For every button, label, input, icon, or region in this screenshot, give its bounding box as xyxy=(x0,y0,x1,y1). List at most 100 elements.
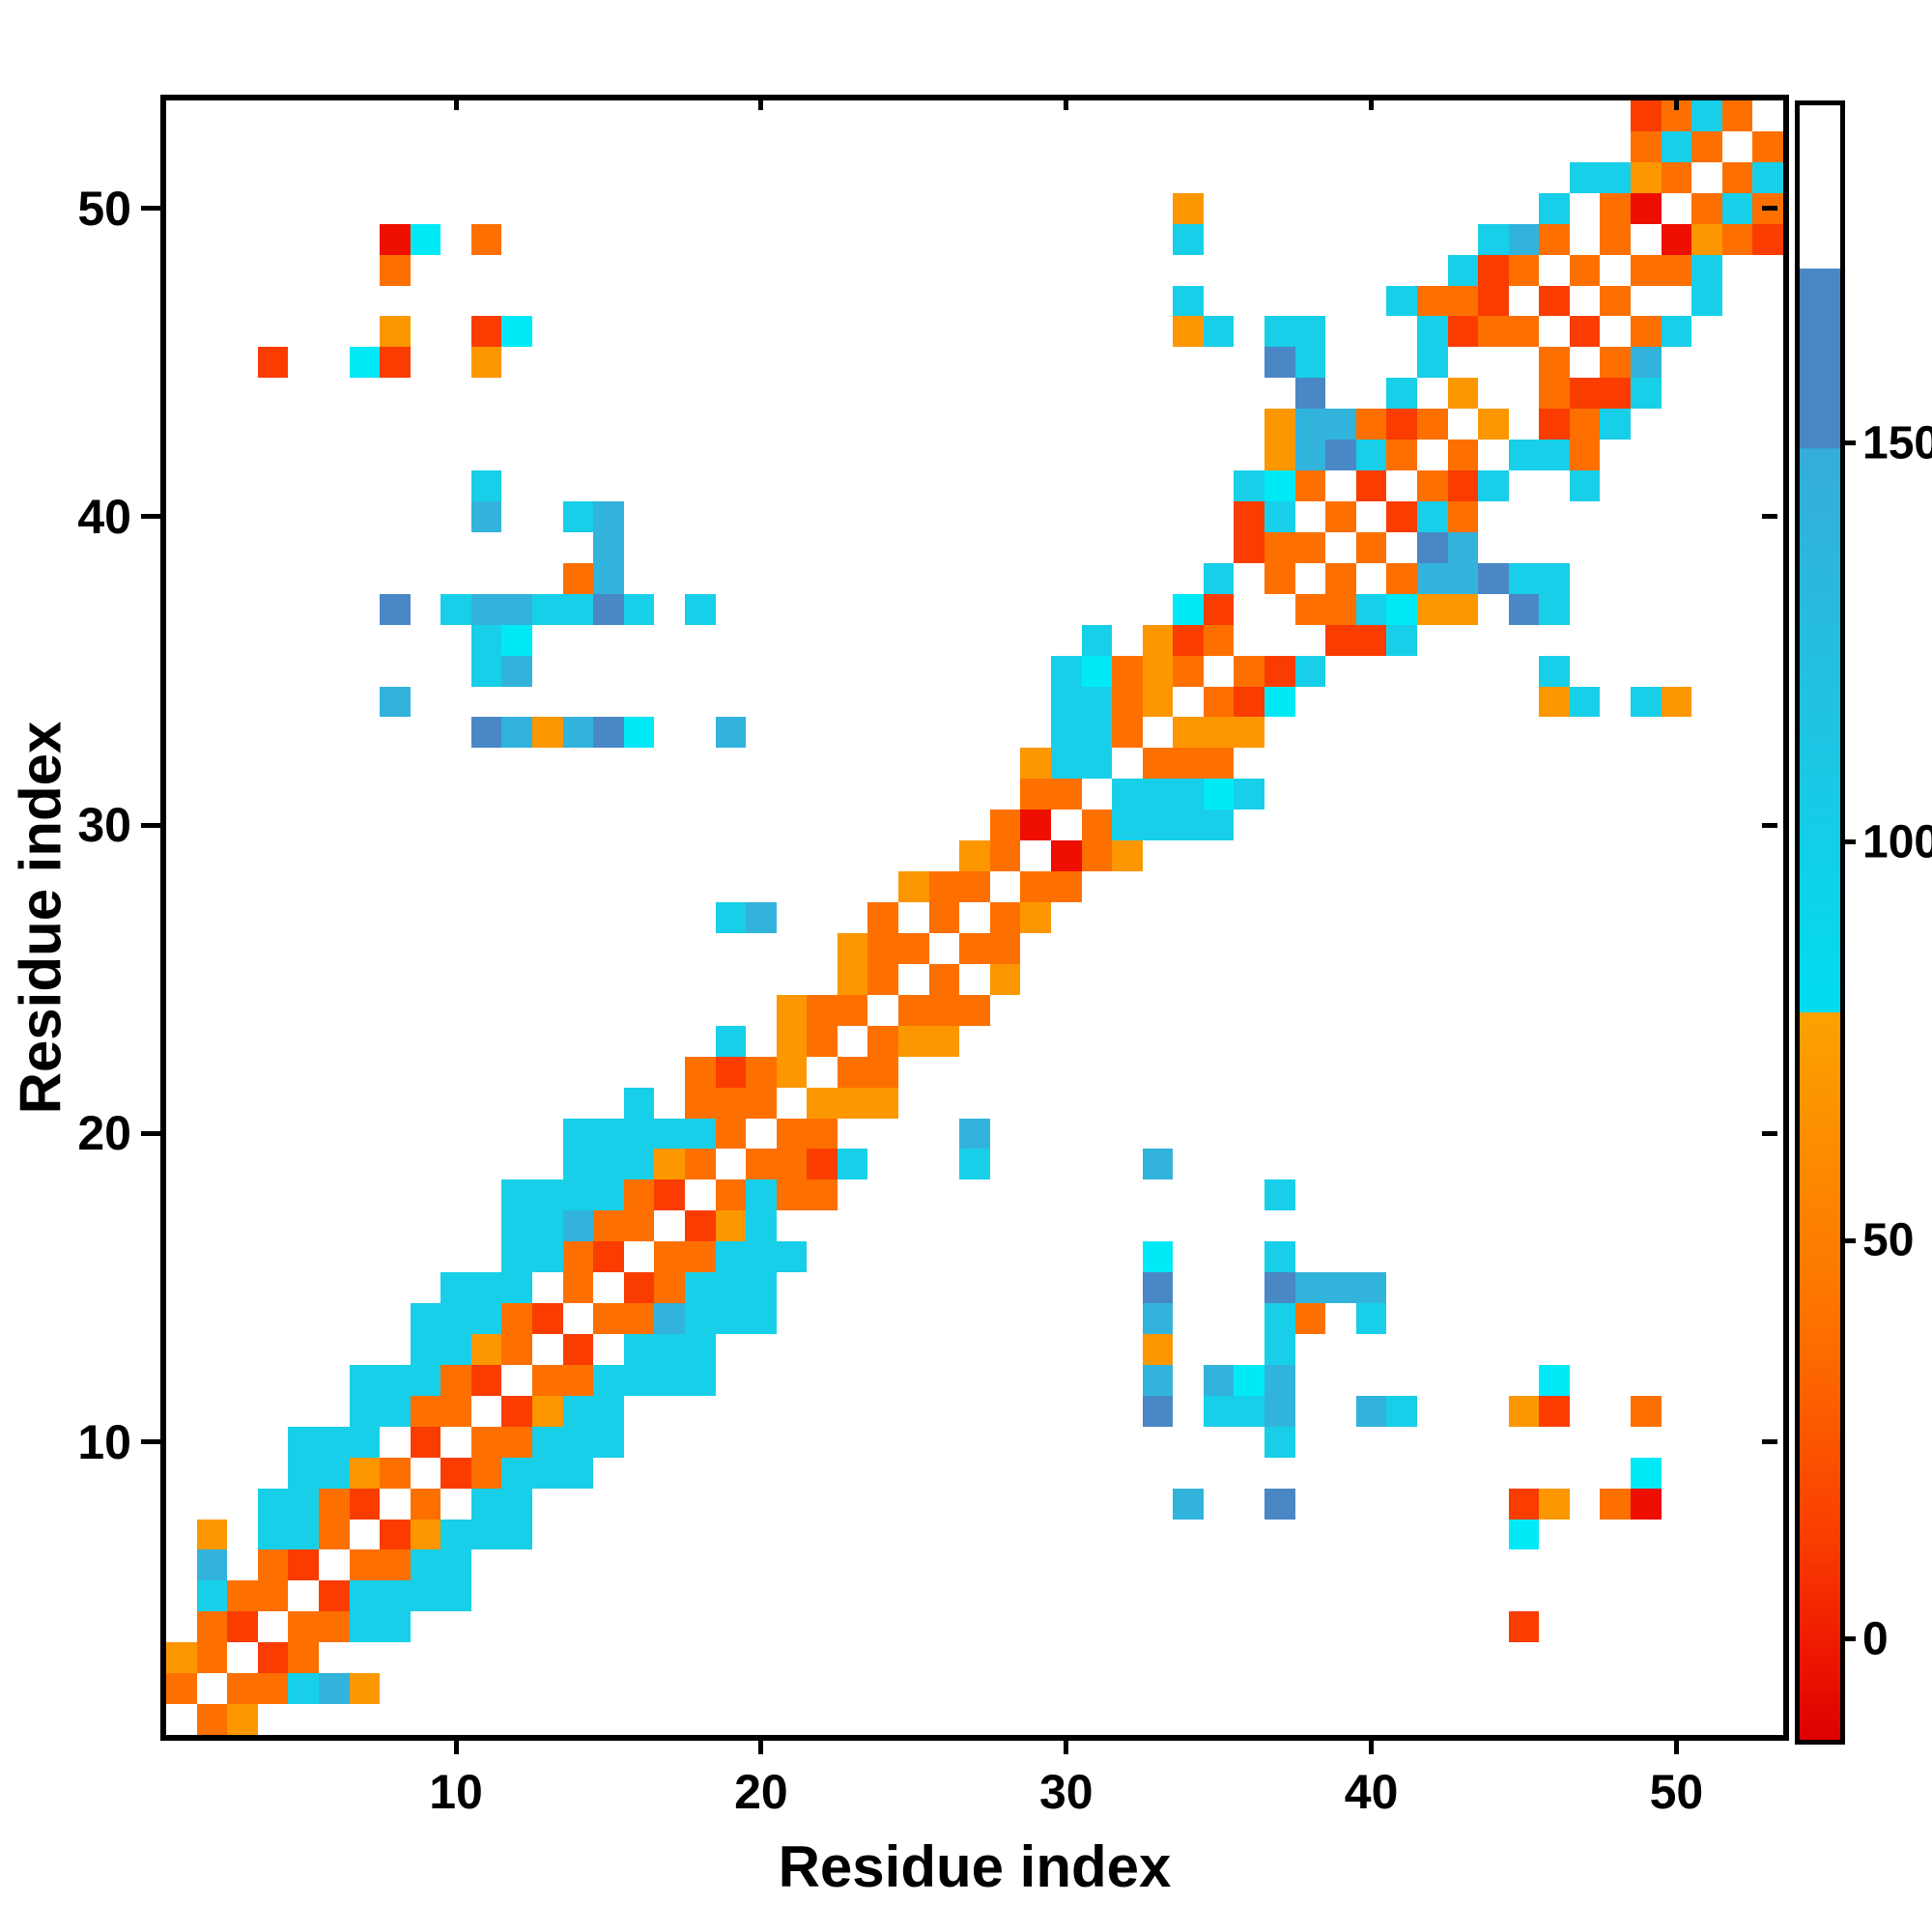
heatmap-cell xyxy=(746,378,777,409)
x-tick-label: 10 xyxy=(429,1765,483,1819)
heatmap-cell xyxy=(1082,1303,1113,1334)
heatmap-cell xyxy=(593,1549,624,1580)
heatmap-cell xyxy=(1570,193,1601,224)
heatmap-cell xyxy=(380,1272,411,1303)
heatmap-cell xyxy=(411,1119,441,1150)
heatmap-cell xyxy=(1082,563,1113,594)
heatmap-cell xyxy=(411,810,441,840)
heatmap-cell xyxy=(471,1119,502,1150)
heatmap-cell xyxy=(1416,316,1448,348)
heatmap-cell xyxy=(1570,1334,1601,1365)
heatmap-cell xyxy=(288,532,319,563)
heatmap-cell xyxy=(1112,316,1143,347)
heatmap-cell xyxy=(380,470,411,501)
heatmap-cell xyxy=(1662,656,1692,687)
heatmap-cell xyxy=(1204,1549,1235,1580)
heatmap-cell xyxy=(227,255,258,286)
heatmap-cell xyxy=(1691,995,1722,1026)
heatmap-cell xyxy=(1234,1179,1264,1210)
colorbar-gradient xyxy=(1800,105,1840,1740)
heatmap-cell xyxy=(166,100,197,131)
heatmap-cell xyxy=(1417,255,1448,286)
heatmap-cell xyxy=(1509,378,1540,409)
heatmap-cell xyxy=(1691,1241,1722,1272)
heatmap-cell xyxy=(1631,254,1662,286)
heatmap-cell xyxy=(1752,1149,1783,1179)
heatmap-cell xyxy=(1325,347,1356,378)
heatmap-cell xyxy=(1448,995,1479,1026)
heatmap-cell xyxy=(227,1520,258,1550)
heatmap-cell xyxy=(1386,562,1417,594)
heatmap-cell xyxy=(1051,902,1082,933)
heatmap-cell xyxy=(227,440,258,470)
heatmap-cell xyxy=(959,1396,990,1427)
heatmap-cell xyxy=(1142,810,1174,841)
heatmap-cell xyxy=(1204,1580,1235,1611)
heatmap-cell xyxy=(1051,810,1082,840)
heatmap-cell xyxy=(898,1580,929,1611)
heatmap-cell xyxy=(1509,810,1540,840)
heatmap-cell xyxy=(166,902,197,933)
heatmap-cell xyxy=(807,779,838,810)
heatmap-cell xyxy=(166,224,197,255)
heatmap-cell xyxy=(501,1457,533,1489)
heatmap-cell xyxy=(593,995,624,1026)
heatmap-cell xyxy=(1234,1057,1264,1088)
heatmap-cell xyxy=(1721,161,1753,193)
heatmap-cell xyxy=(1143,162,1174,193)
heatmap-cell xyxy=(471,162,502,193)
heatmap-cell xyxy=(1356,1057,1387,1088)
heatmap-cell xyxy=(837,963,868,995)
heatmap-cell xyxy=(166,532,197,563)
heatmap-cell xyxy=(929,1611,960,1642)
heatmap-cell xyxy=(1478,131,1509,162)
heatmap-cell xyxy=(716,1549,747,1580)
heatmap-cell xyxy=(319,1210,350,1241)
heatmap-cell xyxy=(501,440,532,470)
heatmap-cell xyxy=(1082,933,1113,964)
heatmap-cell xyxy=(1295,871,1326,902)
heatmap-cell xyxy=(532,1364,563,1396)
heatmap-cell xyxy=(654,255,685,286)
heatmap-cell xyxy=(990,594,1021,625)
heatmap-cell xyxy=(197,470,228,501)
heatmap-cell xyxy=(319,1149,350,1179)
heatmap-cell xyxy=(258,193,289,224)
heatmap-cell xyxy=(929,1149,960,1179)
heatmap-cell xyxy=(1264,1149,1295,1179)
heatmap-cell xyxy=(1234,470,1265,502)
heatmap-cell xyxy=(867,1520,898,1550)
heatmap-cell xyxy=(1508,1488,1540,1520)
heatmap-cell xyxy=(471,286,502,317)
heatmap-cell xyxy=(563,131,594,162)
heatmap-cell xyxy=(898,286,929,317)
heatmap-cell xyxy=(411,717,441,748)
heatmap-cell xyxy=(1600,1549,1631,1580)
heatmap-cell xyxy=(1417,1088,1448,1119)
heatmap-cell xyxy=(1509,1549,1540,1580)
heatmap-cell xyxy=(532,470,563,501)
heatmap-cell xyxy=(867,995,898,1026)
heatmap-cell xyxy=(197,656,228,687)
heatmap-cell xyxy=(1264,964,1295,995)
heatmap-cell xyxy=(288,1519,319,1550)
heatmap-cell xyxy=(1051,193,1082,224)
heatmap-cell xyxy=(1325,1179,1356,1210)
heatmap-cell xyxy=(1539,1673,1570,1704)
heatmap-cell xyxy=(593,1118,624,1150)
heatmap-cell xyxy=(1325,1611,1356,1642)
heatmap-cell xyxy=(654,1427,685,1458)
heatmap-cell xyxy=(654,1241,685,1273)
heatmap-cell xyxy=(1173,810,1204,841)
heatmap-cell xyxy=(501,1210,533,1242)
heatmap-cell xyxy=(1081,717,1113,749)
heatmap-cell xyxy=(1662,470,1692,501)
heatmap-cell xyxy=(1295,501,1326,532)
heatmap-cell xyxy=(1600,1427,1631,1458)
heatmap-cell xyxy=(1478,440,1509,470)
heatmap-cell xyxy=(746,255,777,286)
heatmap-cell xyxy=(410,1333,441,1365)
heatmap-cell xyxy=(1173,1396,1204,1427)
heatmap-cell xyxy=(1539,1303,1570,1334)
heatmap-cell xyxy=(166,255,197,286)
